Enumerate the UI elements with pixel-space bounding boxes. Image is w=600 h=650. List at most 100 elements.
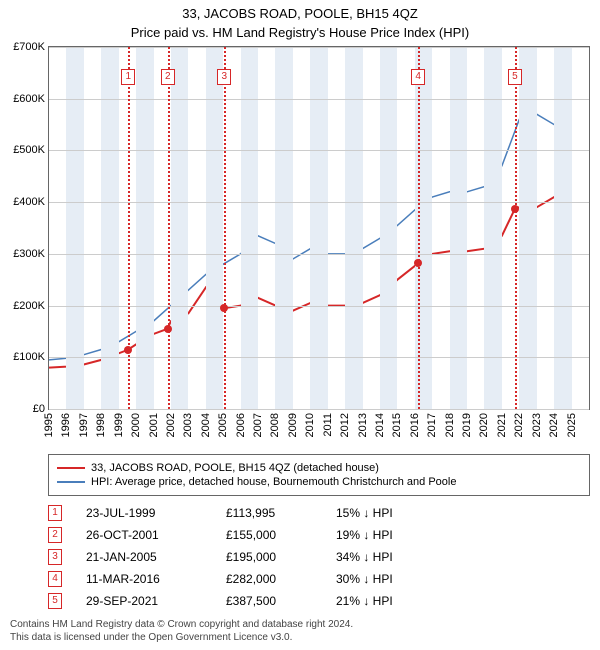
event-line — [418, 47, 420, 409]
x-axis-label: 2022 — [513, 413, 525, 437]
x-axis-label: 2010 — [304, 413, 316, 437]
row-pct: 30% ↓ HPI — [336, 572, 456, 586]
event-line — [168, 47, 170, 409]
x-axis-label: 2008 — [269, 413, 281, 437]
x-axis-label: 2001 — [148, 413, 160, 437]
row-pct: 15% ↓ HPI — [336, 506, 456, 520]
table-row: 529-SEP-2021£387,50021% ↓ HPI — [48, 590, 590, 612]
legend-swatch — [57, 467, 85, 469]
year-band — [554, 47, 571, 409]
year-band — [206, 47, 223, 409]
row-date: 21-JAN-2005 — [86, 550, 226, 564]
row-marker: 4 — [48, 571, 62, 587]
event-marker: 2 — [161, 69, 175, 85]
x-axis-label: 2012 — [339, 413, 351, 437]
x-axis-label: 1996 — [60, 413, 72, 437]
x-axis-label: 2021 — [496, 413, 508, 437]
row-marker: 1 — [48, 505, 62, 521]
row-date: 23-JUL-1999 — [86, 506, 226, 520]
legend-item: 33, JACOBS ROAD, POOLE, BH15 4QZ (detach… — [57, 461, 581, 475]
row-pct: 21% ↓ HPI — [336, 594, 456, 608]
event-marker: 3 — [217, 69, 231, 85]
event-marker: 4 — [411, 69, 425, 85]
row-marker: 2 — [48, 527, 62, 543]
legend-label: HPI: Average price, detached house, Bour… — [91, 476, 456, 488]
x-axis-label: 2020 — [478, 413, 490, 437]
event-line — [128, 47, 130, 409]
event-dot — [511, 205, 519, 213]
year-band — [241, 47, 258, 409]
event-marker: 1 — [121, 69, 135, 85]
table-row: 1 23-JUL-1999£113,99515% ↓ HPI — [48, 502, 590, 524]
year-band — [171, 47, 188, 409]
row-price: £155,000 — [226, 528, 336, 542]
x-axis-label: 2004 — [200, 413, 212, 437]
event-line — [515, 47, 517, 409]
year-band — [310, 47, 327, 409]
footer-line-1: Contains HM Land Registry data © Crown c… — [10, 618, 590, 631]
event-line — [224, 47, 226, 409]
year-band — [484, 47, 501, 409]
row-marker: 3 — [48, 549, 62, 565]
table-row: 2 26-OCT-2001£155,00019% ↓ HPI — [48, 524, 590, 546]
row-price: £387,500 — [226, 594, 336, 608]
x-axis-label: 2017 — [426, 413, 438, 437]
legend-item: HPI: Average price, detached house, Bour… — [57, 475, 581, 489]
x-axis-label: 2003 — [182, 413, 194, 437]
row-price: £282,000 — [226, 572, 336, 586]
legend: 33, JACOBS ROAD, POOLE, BH15 4QZ (detach… — [48, 454, 590, 496]
year-band — [519, 47, 536, 409]
x-axis-label: 1998 — [95, 413, 107, 437]
event-marker: 5 — [508, 69, 522, 85]
x-axis-label: 2018 — [444, 413, 456, 437]
event-dot — [124, 346, 132, 354]
chart-title: 33, JACOBS ROAD, POOLE, BH15 4QZ — [0, 0, 600, 21]
y-axis-label: £200K — [13, 300, 45, 312]
x-axis-label: 2023 — [531, 413, 543, 437]
x-axis-label: 2016 — [409, 413, 421, 437]
chart-plot-area: £0£100K£200K£300K£400K£500K£600K£700K199… — [48, 46, 590, 410]
table-row: 3 21-JAN-2005£195,00034% ↓ HPI — [48, 546, 590, 568]
footer-line-2: This data is licensed under the Open Gov… — [10, 631, 590, 644]
x-axis-label: 2011 — [322, 413, 334, 437]
transactions-table: 1 23-JUL-1999£113,99515% ↓ HPI 2 26-OCT-200… — [48, 502, 590, 612]
table-row: 4 11-MAR-2016£282,00030% ↓ HPI — [48, 568, 590, 590]
x-axis-label: 2002 — [165, 413, 177, 437]
x-axis-label: 1997 — [78, 413, 90, 437]
x-axis-label: 2009 — [287, 413, 299, 437]
x-axis-label: 2006 — [235, 413, 247, 437]
x-axis-label: 2015 — [391, 413, 403, 437]
x-axis-label: 2024 — [548, 413, 560, 437]
x-axis-label: 2007 — [252, 413, 264, 437]
y-axis-label: £700K — [13, 41, 45, 53]
row-pct: 19% ↓ HPI — [336, 528, 456, 542]
x-axis-label: 2014 — [374, 413, 386, 437]
row-date: 11-MAR-2016 — [86, 572, 226, 586]
row-pct: 34% ↓ HPI — [336, 550, 456, 564]
row-price: £195,000 — [226, 550, 336, 564]
year-band — [66, 47, 83, 409]
year-band — [380, 47, 397, 409]
x-axis-label: 2019 — [461, 413, 473, 437]
year-band — [101, 47, 118, 409]
chart-subtitle: Price paid vs. HM Land Registry's House … — [0, 21, 600, 46]
y-axis-label: £300K — [13, 248, 45, 260]
year-band — [136, 47, 153, 409]
x-axis-label: 2005 — [217, 413, 229, 437]
x-axis-label: 2000 — [130, 413, 142, 437]
year-band — [345, 47, 362, 409]
year-band — [450, 47, 467, 409]
event-dot — [164, 325, 172, 333]
chart-container: 33, JACOBS ROAD, POOLE, BH15 4QZ Price p… — [0, 0, 600, 650]
row-marker: 5 — [48, 593, 62, 609]
y-axis-label: £400K — [13, 196, 45, 208]
event-dot — [220, 304, 228, 312]
footer-attribution: Contains HM Land Registry data © Crown c… — [10, 618, 590, 644]
year-band — [275, 47, 292, 409]
y-axis-label: £100K — [13, 351, 45, 363]
x-axis-label: 2025 — [566, 413, 578, 437]
row-date: 26-OCT-2001 — [86, 528, 226, 542]
legend-swatch — [57, 481, 85, 483]
y-axis-label: £600K — [13, 93, 45, 105]
row-price: £113,995 — [226, 506, 336, 520]
